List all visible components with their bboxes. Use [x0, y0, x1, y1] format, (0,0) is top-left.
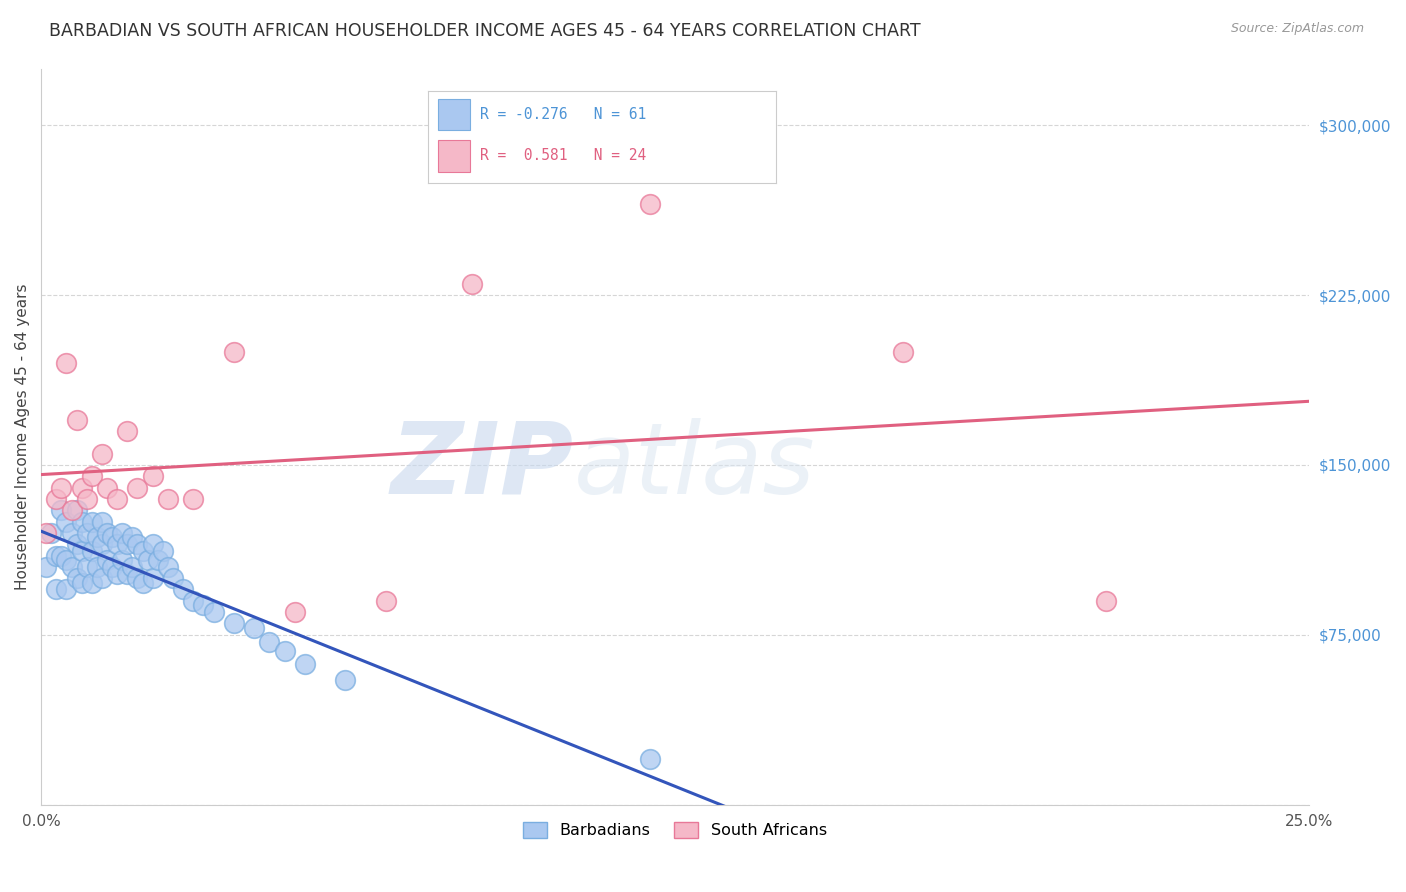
- Point: [80, 469, 103, 483]
- Point: [461, 277, 484, 291]
- Text: Source: ZipAtlas.com: Source: ZipAtlas.com: [1230, 22, 1364, 36]
- Point: [111, 553, 134, 567]
- Point: [101, 530, 124, 544]
- Point: [1095, 594, 1118, 608]
- Point: [222, 344, 245, 359]
- Point: [117, 566, 139, 581]
- Point: [45, 491, 67, 506]
- Point: [91, 571, 114, 585]
- Point: [156, 559, 179, 574]
- Text: atlas: atlas: [574, 417, 815, 515]
- Point: [80, 544, 103, 558]
- Point: [55, 582, 77, 597]
- Point: [86, 530, 108, 544]
- Text: ZIP: ZIP: [391, 417, 574, 515]
- Point: [51, 481, 73, 495]
- Point: [117, 424, 139, 438]
- Point: [86, 559, 108, 574]
- Point: [121, 530, 143, 544]
- Point: [105, 491, 128, 506]
- Point: [45, 549, 67, 563]
- Point: [35, 525, 58, 540]
- Point: [70, 515, 93, 529]
- Point: [35, 559, 58, 574]
- Point: [142, 571, 165, 585]
- Point: [638, 752, 661, 766]
- Point: [70, 544, 93, 558]
- Point: [202, 605, 225, 619]
- Point: [60, 525, 83, 540]
- Point: [91, 515, 114, 529]
- Point: [76, 491, 98, 506]
- Point: [131, 544, 153, 558]
- Point: [96, 481, 118, 495]
- Point: [294, 657, 316, 672]
- Point: [70, 481, 93, 495]
- Point: [65, 571, 87, 585]
- Point: [273, 643, 295, 657]
- Point: [152, 544, 174, 558]
- Point: [51, 549, 73, 563]
- Point: [39, 525, 62, 540]
- Y-axis label: Householder Income Ages 45 - 64 years: Householder Income Ages 45 - 64 years: [15, 284, 30, 590]
- Point: [45, 582, 67, 597]
- Point: [222, 616, 245, 631]
- Point: [80, 515, 103, 529]
- Point: [156, 491, 179, 506]
- Point: [105, 537, 128, 551]
- Point: [117, 537, 139, 551]
- Point: [70, 575, 93, 590]
- Point: [142, 537, 165, 551]
- Point: [60, 559, 83, 574]
- Point: [91, 537, 114, 551]
- Point: [146, 553, 169, 567]
- Point: [374, 594, 396, 608]
- Point: [891, 344, 914, 359]
- Point: [65, 412, 87, 426]
- Point: [55, 553, 77, 567]
- Point: [105, 566, 128, 581]
- Point: [127, 537, 149, 551]
- Point: [111, 525, 134, 540]
- Point: [131, 575, 153, 590]
- Point: [335, 673, 357, 687]
- Text: BARBADIAN VS SOUTH AFRICAN HOUSEHOLDER INCOME AGES 45 - 64 YEARS CORRELATION CHA: BARBADIAN VS SOUTH AFRICAN HOUSEHOLDER I…: [49, 22, 921, 40]
- Point: [121, 559, 143, 574]
- Point: [65, 503, 87, 517]
- Point: [91, 446, 114, 460]
- Point: [284, 605, 307, 619]
- Point: [80, 575, 103, 590]
- Point: [55, 515, 77, 529]
- Point: [181, 491, 204, 506]
- Point: [136, 553, 159, 567]
- Point: [243, 621, 266, 635]
- Point: [76, 525, 98, 540]
- Point: [172, 582, 194, 597]
- Point: [127, 571, 149, 585]
- Point: [127, 481, 149, 495]
- Point: [193, 599, 215, 613]
- Point: [76, 559, 98, 574]
- Point: [259, 634, 281, 648]
- Point: [96, 553, 118, 567]
- Point: [101, 559, 124, 574]
- Legend: Barbadians, South Africans: Barbadians, South Africans: [516, 815, 834, 845]
- Point: [142, 469, 165, 483]
- Point: [162, 571, 184, 585]
- Point: [51, 503, 73, 517]
- Point: [638, 197, 661, 211]
- Point: [96, 525, 118, 540]
- Point: [65, 537, 87, 551]
- Point: [181, 594, 204, 608]
- Point: [60, 503, 83, 517]
- Point: [55, 356, 77, 370]
